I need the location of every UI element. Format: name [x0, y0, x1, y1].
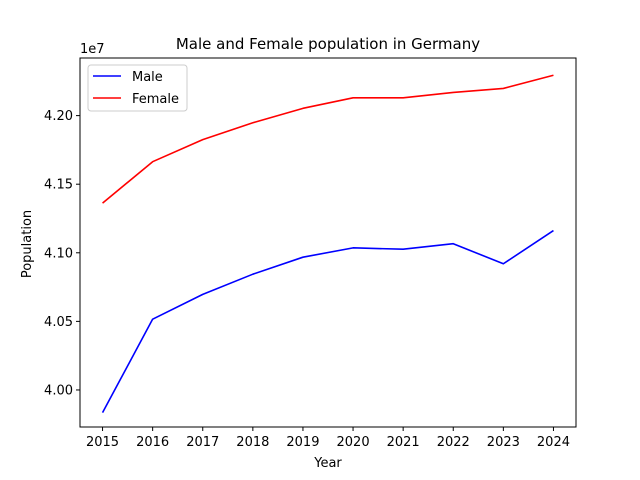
legend: Male Female	[87, 64, 188, 112]
x-tick-label: 2024	[537, 435, 570, 450]
y-tick-label: 4.00	[44, 383, 73, 398]
x-tick-label: 2015	[86, 435, 119, 450]
x-tick-label: 2023	[487, 435, 520, 450]
y-tick-label: 4.15	[44, 178, 73, 193]
data-point	[402, 248, 404, 250]
x-tick-label: 2022	[437, 435, 470, 450]
y-offset-label: 1e7	[80, 42, 105, 57]
data-point	[352, 97, 354, 99]
y-tick-label: 4.10	[44, 246, 73, 261]
x-tick-label: 2019	[286, 435, 319, 450]
data-point	[452, 243, 454, 245]
data-point	[202, 294, 204, 296]
x-tick-label: 2017	[186, 435, 219, 450]
data-point	[202, 139, 204, 141]
data-point	[302, 256, 304, 258]
legend-label-0: Male	[132, 70, 163, 85]
x-tick-label: 2020	[337, 435, 370, 450]
x-axis-title: Year	[313, 456, 342, 471]
chart-title: Male and Female population in Germany	[176, 35, 480, 53]
series-line-0	[101, 229, 554, 413]
data-point	[102, 202, 104, 204]
data-point	[302, 108, 304, 110]
data-point	[503, 263, 505, 265]
axis-ticks: 2015 2016 2017 2018 2019 2020 2021 2022 2023 2024…	[44, 57, 577, 450]
axes-frame	[79, 57, 577, 428]
y-tick-label: 4.20	[44, 109, 73, 124]
data-point	[152, 161, 154, 163]
data-point	[102, 412, 104, 414]
data-point	[352, 247, 354, 249]
data-point	[252, 273, 254, 275]
legend-label-1: Female	[132, 92, 179, 107]
data-point	[452, 92, 454, 94]
data-point	[553, 74, 555, 76]
x-tick-label: 2018	[236, 435, 269, 450]
x-tick-label: 2016	[136, 435, 169, 450]
x-tick-label: 2021	[387, 435, 420, 450]
data-point	[503, 88, 505, 90]
series-line-1	[102, 74, 554, 204]
plot-area	[101, 74, 555, 414]
data-point	[252, 122, 254, 124]
data-point	[553, 230, 555, 232]
y-tick-label: 4.05	[44, 315, 73, 330]
data-point	[152, 318, 154, 320]
data-point	[402, 97, 404, 99]
y-axis-title: Population	[20, 210, 35, 278]
